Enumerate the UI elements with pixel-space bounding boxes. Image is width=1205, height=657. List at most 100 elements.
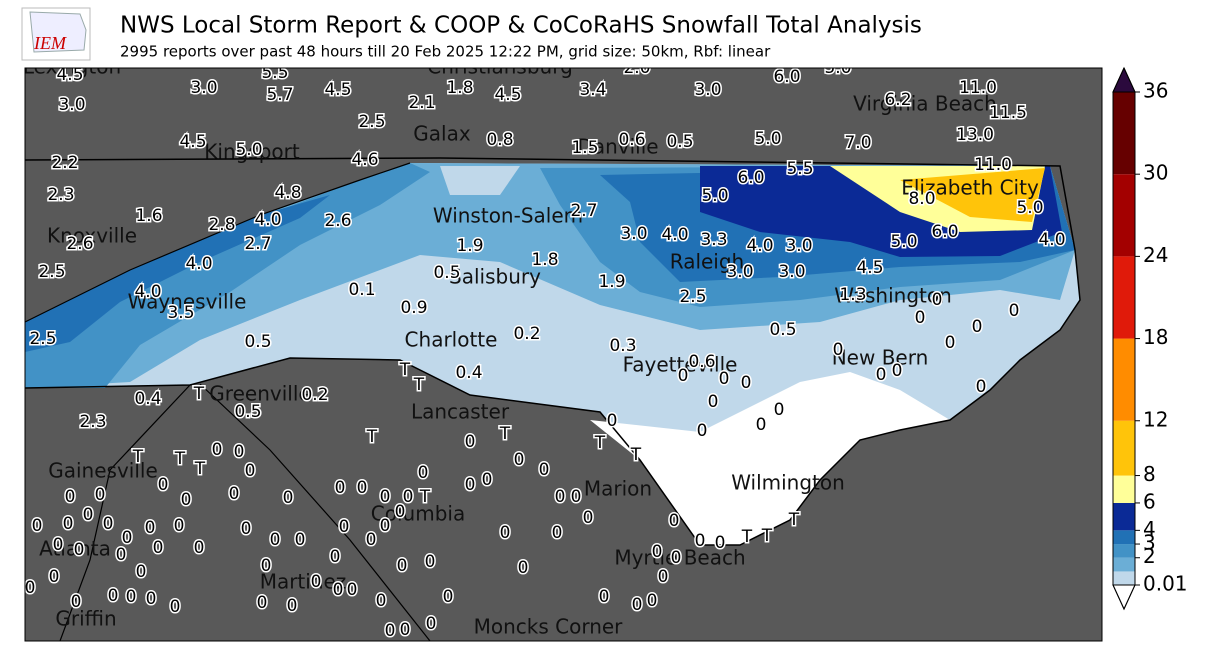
- report-value: 1.8: [446, 78, 473, 98]
- report-value: 0: [1009, 301, 1020, 321]
- report-value: 2.5: [358, 112, 385, 132]
- state-border: [25, 157, 1081, 546]
- report-value: T: [399, 360, 411, 380]
- report-value: 5.7: [266, 85, 293, 105]
- report-value: 0: [126, 587, 137, 607]
- colorbar-tick-label: 3: [1143, 531, 1156, 555]
- report-value: 0: [669, 511, 680, 531]
- report-value: 0: [397, 556, 408, 576]
- report-value: T: [174, 449, 186, 469]
- report-value: 0: [443, 587, 454, 607]
- band-none: [590, 372, 950, 545]
- report-value: 0: [607, 411, 618, 431]
- city-label: Winston-Salem: [433, 204, 583, 228]
- report-value: 2.6: [324, 211, 351, 231]
- report-value: 0: [514, 450, 525, 470]
- city-label: Kingsport: [204, 140, 300, 164]
- report-value: T: [761, 526, 773, 546]
- report-value: 2.7: [244, 234, 271, 254]
- city-label: New Bern: [832, 346, 929, 370]
- report-value: 0: [774, 400, 785, 420]
- report-value: 0: [194, 538, 205, 558]
- report-value: 2.6: [66, 234, 93, 254]
- logo-text: IEM: [33, 33, 67, 53]
- report-value: 0.5: [433, 263, 460, 283]
- report-value: 0: [833, 340, 844, 360]
- report-value: 0.4: [455, 363, 482, 383]
- colorbar-under: [1112, 584, 1136, 611]
- report-value: 0: [972, 317, 983, 337]
- report-value: 0: [719, 369, 730, 389]
- report-value: 0.3: [609, 336, 636, 356]
- band-2: [25, 163, 430, 388]
- city-label: Martinez: [260, 570, 347, 594]
- band-3: [25, 195, 330, 352]
- report-value: 3.0: [785, 236, 812, 256]
- report-value: 0.5: [244, 332, 271, 352]
- report-value: 0: [892, 361, 903, 381]
- report-value: 0: [366, 530, 377, 550]
- report-value: 0: [695, 531, 706, 551]
- title: NWS Local Storm Report & COOP & CoCoRaHS…: [120, 13, 922, 39]
- report-value: 4.0: [134, 282, 161, 302]
- report-value: 11.0: [974, 155, 1012, 175]
- report-value: 0: [71, 592, 82, 612]
- report-value: 0: [403, 487, 414, 507]
- report-value: 3.0: [620, 224, 647, 244]
- report-value: 5.5: [261, 63, 288, 83]
- city-label: Lexington: [23, 55, 121, 79]
- report-value: 0: [170, 597, 181, 617]
- report-value: T: [194, 459, 206, 479]
- report-value: 0: [95, 485, 106, 505]
- city-label: Waynesville: [128, 290, 247, 314]
- colorbar: 0.01 234 6 8 12 18 24 30 36: [1112, 66, 1188, 611]
- report-value: 8.0: [908, 189, 935, 209]
- report-value: 0: [500, 523, 511, 543]
- colorbar-segment: [1113, 571, 1135, 585]
- report-value: 0: [671, 548, 682, 568]
- colorbar-tick-label: 30: [1143, 161, 1168, 185]
- report-value: 0: [283, 488, 294, 508]
- report-value: 4.0: [746, 236, 773, 256]
- city-label: Danville: [577, 135, 658, 159]
- colorbar-over: [1112, 66, 1136, 93]
- report-value: T: [741, 527, 753, 547]
- report-value: 5.5: [786, 159, 813, 179]
- report-value: 5.0: [824, 58, 851, 78]
- colorbar-tick-label: 8: [1143, 462, 1156, 486]
- report-value: 0.5: [769, 320, 796, 340]
- report-value: 0: [83, 505, 94, 525]
- report-value: 0: [708, 392, 719, 412]
- report-value: 3.0: [694, 80, 721, 100]
- report-value: T: [366, 427, 378, 447]
- report-value: 3.4: [579, 80, 606, 100]
- band-light-patch: [440, 166, 520, 195]
- report-value: 0: [335, 478, 346, 498]
- report-value: 0: [518, 558, 529, 578]
- report-value: 0: [234, 442, 245, 462]
- report-value: 0: [571, 487, 582, 507]
- city-label: Wilmington: [731, 471, 845, 495]
- report-value: 0: [25, 578, 36, 598]
- report-value: 0.1: [348, 280, 375, 300]
- report-value: 2.5: [38, 262, 65, 282]
- city-label: Griffin: [55, 607, 116, 631]
- report-value: 0: [482, 470, 493, 490]
- report-value: 4.5: [494, 85, 521, 105]
- colorbar-segment: [1113, 338, 1135, 421]
- report-value: T: [193, 384, 205, 404]
- report-value: 0.6: [618, 130, 645, 150]
- report-value: 2.1: [408, 93, 435, 113]
- report-value: 6.0: [737, 168, 764, 188]
- report-value: 0: [49, 567, 60, 587]
- report-value: 0.6: [688, 352, 715, 372]
- city-label: Washington: [834, 284, 952, 308]
- city-label: Lancaster: [411, 400, 510, 424]
- report-value: 0: [555, 487, 566, 507]
- city-label: Christiansburg: [427, 55, 573, 79]
- colorbar-tick-label: 0.01: [1143, 572, 1188, 596]
- report-value: 0.5: [234, 402, 261, 422]
- report-value: 0: [146, 589, 157, 609]
- report-value: 3.0: [190, 78, 217, 98]
- report-value: 0.2: [513, 324, 540, 344]
